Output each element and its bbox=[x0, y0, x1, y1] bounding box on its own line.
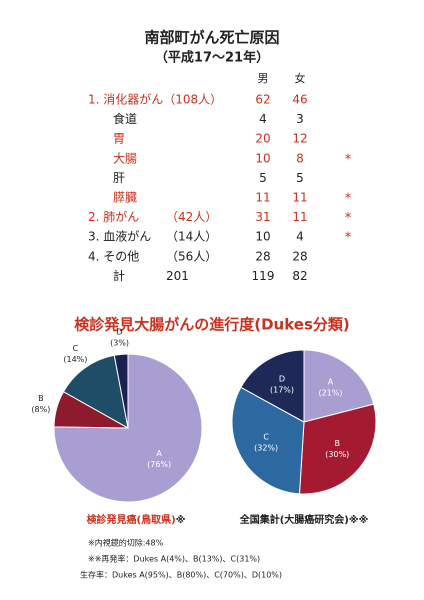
row-label: 胃 bbox=[113, 132, 125, 146]
row-count: （14人） bbox=[166, 230, 217, 244]
female-count: 4 bbox=[296, 230, 304, 244]
female-count: 11 bbox=[292, 191, 307, 205]
pie-caption: 全国集計(大腸癌研究会)※※ bbox=[239, 513, 369, 526]
pie-slice bbox=[62, 354, 129, 429]
male-count: 28 bbox=[255, 249, 270, 263]
note: ※※再発率：Dukes A(4%)、B(13%)、C(31%) bbox=[88, 554, 260, 564]
slice-label: (30%) bbox=[325, 450, 349, 459]
male-count: 5 bbox=[259, 171, 267, 185]
female-count: 8 bbox=[296, 151, 304, 165]
pie-slice bbox=[53, 353, 203, 503]
row-count: （56人） bbox=[166, 249, 217, 263]
asterisk: * bbox=[345, 211, 352, 226]
caption-mark: ※※ bbox=[349, 514, 368, 526]
male-count: 20 bbox=[255, 132, 270, 146]
slice-category: C bbox=[263, 432, 269, 441]
slice-label: (17%) bbox=[270, 385, 294, 394]
section-title: 検診発見大腸がんの進行度(Dukes分類) bbox=[74, 316, 350, 334]
slice-label: (76%) bbox=[147, 460, 171, 469]
slice-category: B bbox=[38, 394, 44, 403]
slice-label: (14%) bbox=[63, 355, 87, 364]
slice-category: A bbox=[328, 377, 334, 386]
female-count: 12 bbox=[292, 132, 307, 146]
caption-text: 全国集計(大腸癌研究会) bbox=[239, 513, 349, 526]
row-label: 食道 bbox=[113, 111, 137, 126]
female-count: 46 bbox=[292, 93, 307, 107]
slice-category: A bbox=[156, 449, 162, 458]
male-count: 31 bbox=[255, 210, 270, 224]
female-count: 5 bbox=[296, 171, 304, 185]
slice-category: B bbox=[335, 439, 341, 448]
female-count: 82 bbox=[292, 269, 307, 283]
column-header: 女 bbox=[295, 71, 306, 85]
row-label: 4. その他 bbox=[88, 249, 139, 263]
row-label: 3. 血液がん bbox=[88, 229, 151, 244]
title: 南部町がん死亡原因 bbox=[144, 29, 279, 47]
male-count: 4 bbox=[259, 112, 267, 126]
male-count: 11 bbox=[255, 191, 270, 205]
female-count: 11 bbox=[292, 210, 307, 224]
slice-label: (21%) bbox=[318, 388, 342, 397]
row-label: 膵臓 bbox=[113, 191, 137, 205]
pie-slice bbox=[298, 403, 377, 495]
pie-slice bbox=[231, 386, 305, 495]
pie-caption: 検診発見癌(鳥取県)※ bbox=[87, 513, 186, 526]
subtitle: （平成17〜21年） bbox=[155, 50, 269, 66]
column-header: 男 bbox=[258, 72, 269, 85]
asterisk: * bbox=[345, 231, 352, 246]
slice-category: C bbox=[73, 344, 79, 353]
female-count: 28 bbox=[292, 249, 307, 263]
row-label: 肝 bbox=[113, 171, 125, 185]
note: 生存率：Dukes A(95%)、B(80%)、C(70%)、D(10%) bbox=[80, 570, 282, 580]
male-count: 62 bbox=[255, 93, 270, 107]
asterisk: * bbox=[345, 152, 352, 167]
pie-slice bbox=[303, 349, 375, 423]
caption-mark: ※ bbox=[176, 514, 186, 526]
row-label: 大腸 bbox=[113, 151, 137, 165]
row-label: 2. 肺がん bbox=[88, 209, 139, 224]
row-label: 計 bbox=[113, 268, 125, 283]
pie-slice bbox=[113, 353, 129, 429]
male-count: 119 bbox=[252, 269, 275, 283]
caption-text: 検診発見癌(鳥取県) bbox=[87, 513, 176, 526]
slice-label: (3%) bbox=[110, 339, 129, 348]
row-count: （42人） bbox=[166, 210, 217, 224]
row-label: 1. 消化器がん（108人） bbox=[88, 92, 222, 107]
male-count: 10 bbox=[255, 230, 270, 244]
slice-category: D bbox=[117, 328, 123, 337]
male-count: 10 bbox=[255, 151, 270, 165]
slice-label: (8%) bbox=[31, 405, 50, 414]
slice-label: (32%) bbox=[254, 443, 278, 452]
asterisk: * bbox=[345, 192, 352, 207]
slice-category: D bbox=[279, 374, 285, 383]
note: ※内視鏡的切除:48% bbox=[88, 538, 164, 548]
pie-slice bbox=[240, 349, 305, 423]
row-count: 201 bbox=[166, 269, 189, 283]
female-count: 3 bbox=[296, 112, 304, 126]
